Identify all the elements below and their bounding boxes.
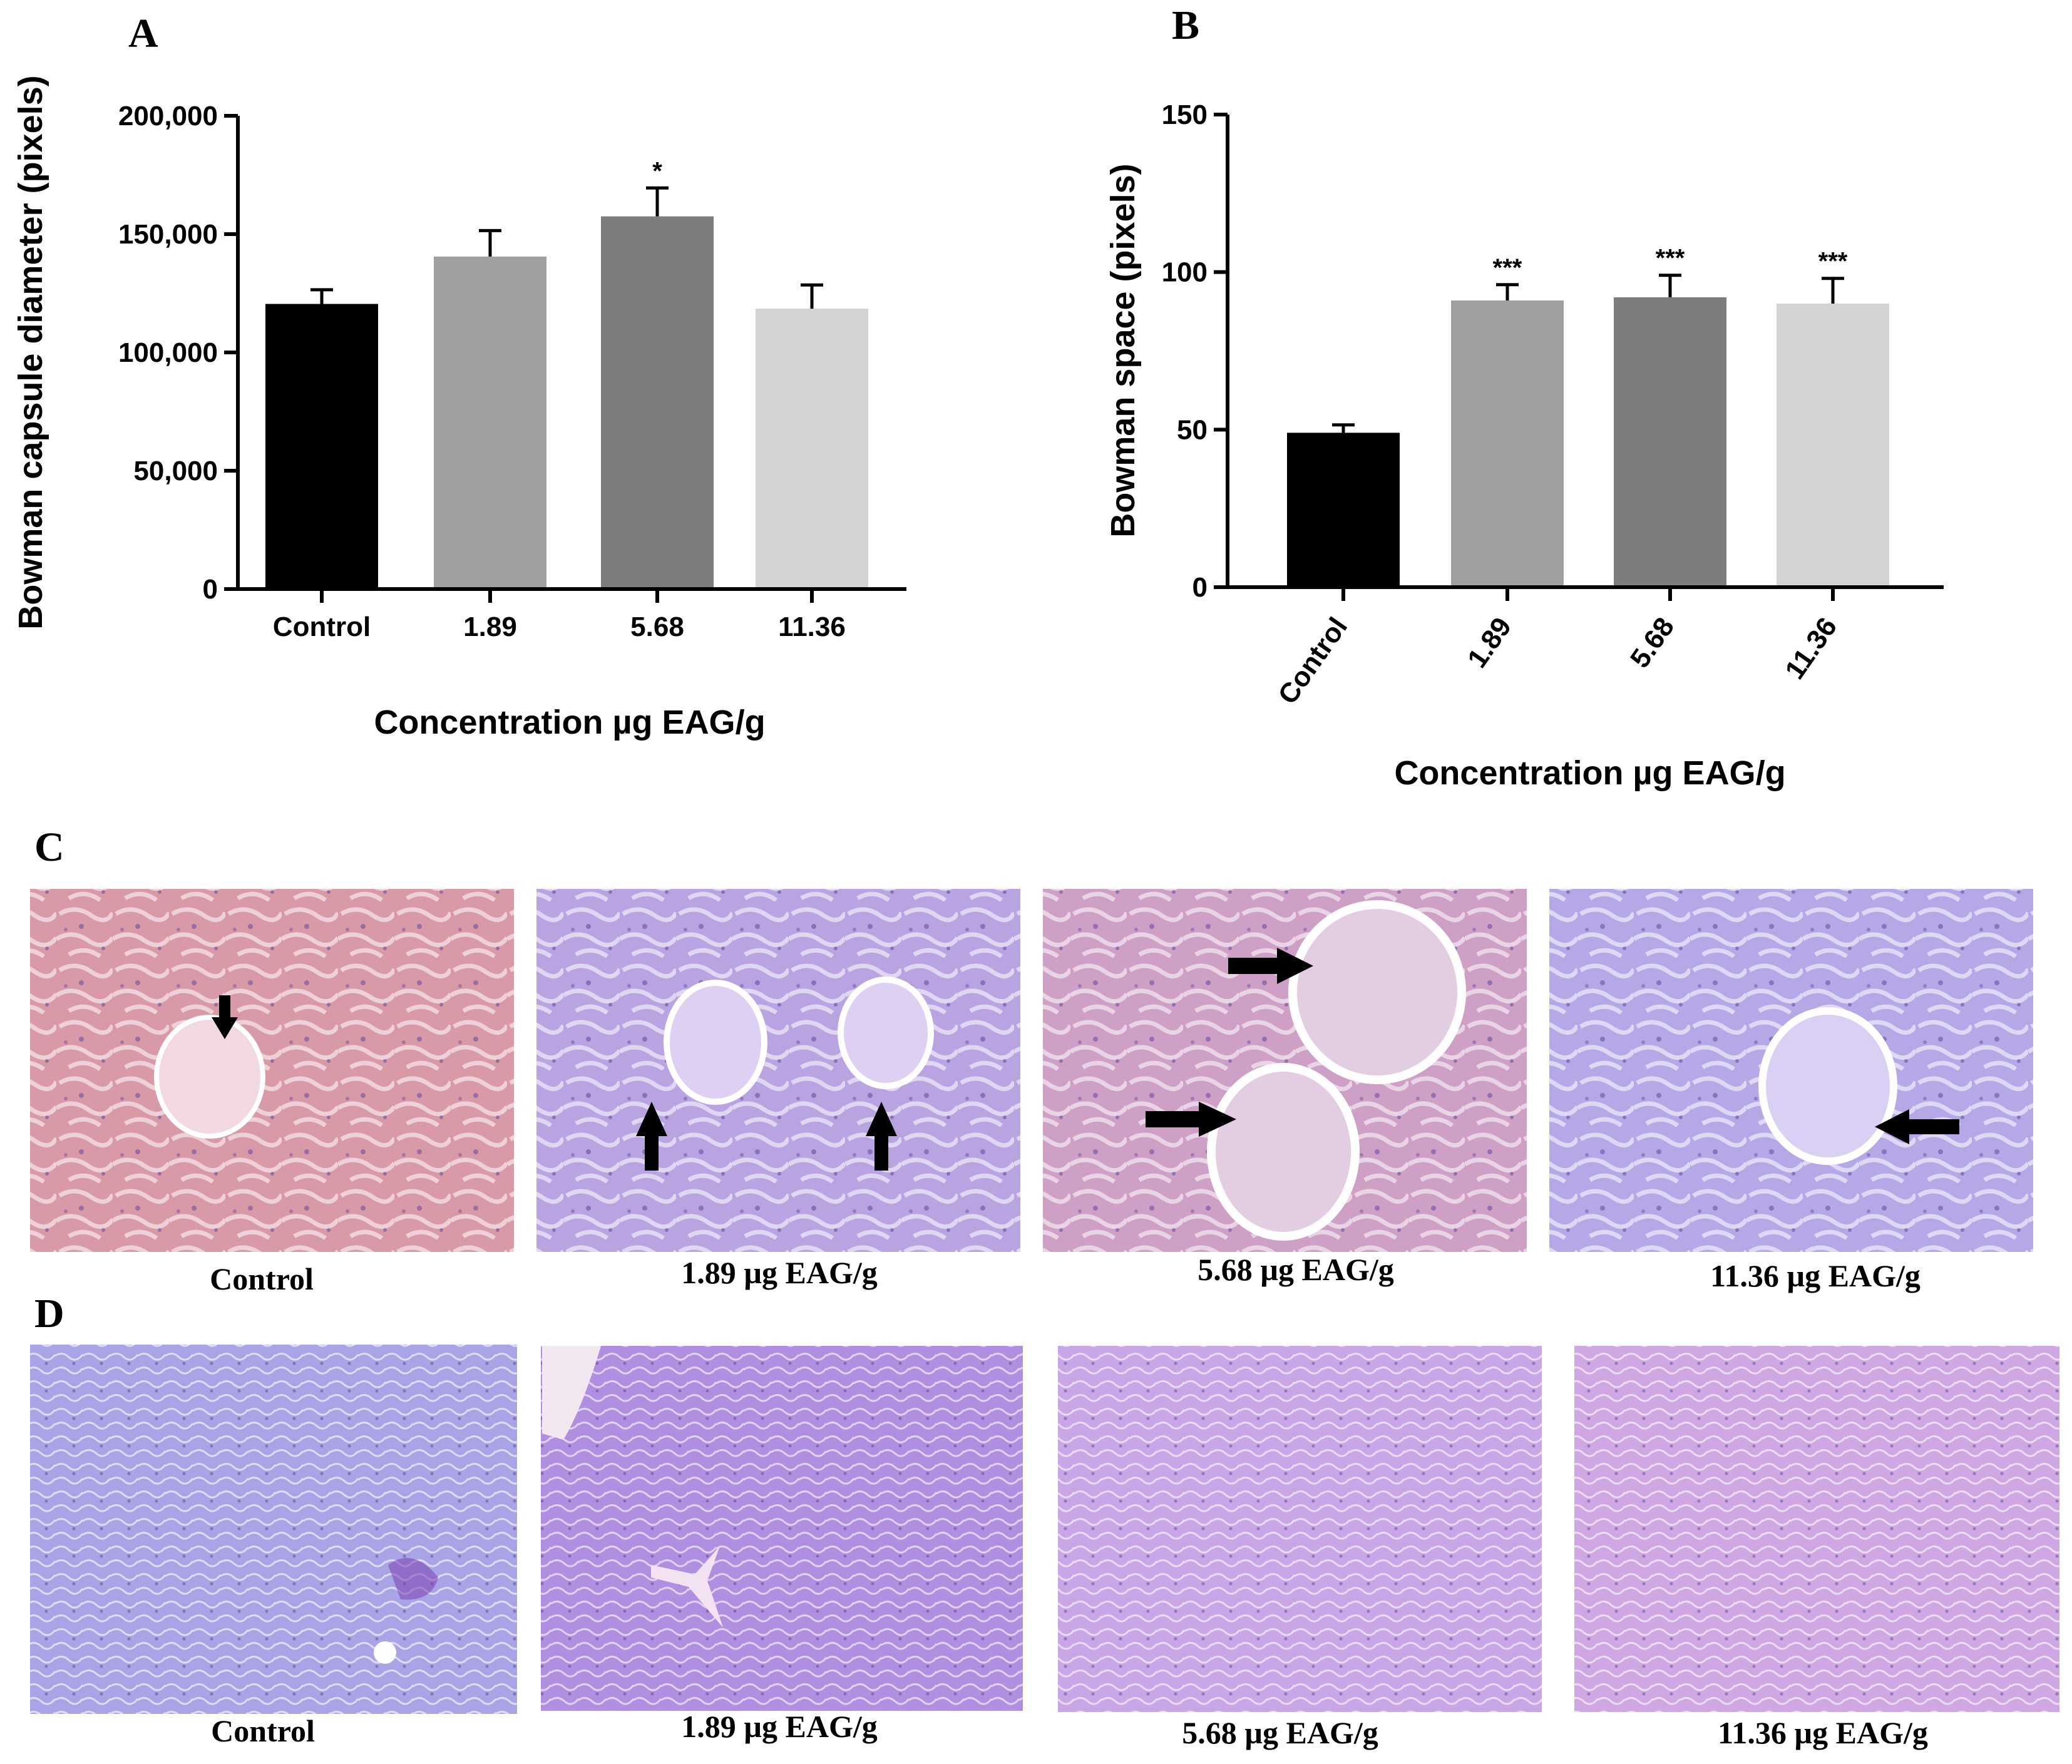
x-tick-label-1: Control bbox=[1272, 612, 1353, 710]
error-bar-1 bbox=[1332, 423, 1355, 433]
y-tick-label-1: 0 bbox=[1192, 572, 1208, 603]
chart-a-x-axis-title: Concentration µg EAG/g bbox=[374, 704, 765, 741]
micrograph-d-1-89-texture bbox=[541, 1346, 1023, 1711]
error-bar-3 bbox=[1659, 274, 1681, 297]
x-tick-label-2: 1.89 bbox=[463, 612, 517, 642]
y-tick-label-3: 100,000 bbox=[118, 337, 218, 368]
arrow-icon bbox=[1228, 948, 1313, 984]
glomerulus-c-1-89-left bbox=[664, 980, 767, 1105]
caption-d-1-89: 1.89 µg EAG/g bbox=[681, 1709, 878, 1744]
x-tick-label-3: 5.68 bbox=[630, 612, 684, 642]
vessel-d-control bbox=[388, 1557, 438, 1600]
panel-label-a: A bbox=[128, 11, 158, 56]
chart-a-significance: * bbox=[652, 157, 662, 185]
glomerulus-c-5-68-bottom bbox=[1207, 1063, 1360, 1241]
significance-marker-4: *** bbox=[1818, 248, 1848, 275]
bar-3 bbox=[601, 216, 714, 589]
caption-d-control: Control bbox=[211, 1713, 315, 1748]
glomerulus-c-control bbox=[154, 1015, 265, 1139]
lumen-d-control bbox=[374, 1641, 396, 1664]
caption-d-11-36: 11.36 µg EAG/g bbox=[1718, 1715, 1928, 1750]
caption-c-11-36: 11.36 µg EAG/g bbox=[1710, 1258, 1921, 1293]
micrograph-d-5-68-texture bbox=[1058, 1346, 1542, 1712]
error-bar-3 bbox=[646, 186, 669, 217]
arrow-icon bbox=[1146, 1102, 1236, 1137]
glomerulus-c-5-68-top bbox=[1288, 900, 1466, 1084]
caption-d-5-68: 5.68 µg EAG/g bbox=[1182, 1715, 1378, 1750]
chart-a-bars bbox=[265, 216, 868, 589]
glomerulus-c-11-36 bbox=[1758, 1007, 1897, 1165]
micrograph-d-11-36-texture bbox=[1574, 1346, 2059, 1712]
chart-b-x-axis-title: Concentration µg EAG/g bbox=[1394, 754, 1785, 792]
lumen-d-1-89 bbox=[542, 1346, 601, 1440]
error-bar-2 bbox=[479, 228, 501, 257]
bar-1 bbox=[1287, 433, 1400, 587]
micrograph-c-11-36 bbox=[1549, 889, 2033, 1252]
bar-4 bbox=[756, 309, 868, 589]
micrograph-c-control bbox=[30, 889, 514, 1252]
chart-a-y-axis-title: Bowman capsule diameter (pixels) bbox=[12, 75, 49, 629]
arrow-icon bbox=[636, 1102, 667, 1171]
error-bar-4 bbox=[801, 283, 823, 309]
y-tick-label-4: 150,000 bbox=[118, 219, 218, 250]
panel-label-d: D bbox=[34, 1291, 64, 1336]
micrograph-c-1-89-texture bbox=[536, 889, 1020, 1252]
bar-4 bbox=[1777, 304, 1889, 587]
y-tick-label-5: 200,000 bbox=[118, 101, 218, 131]
caption-c-control: Control bbox=[210, 1261, 314, 1296]
chart-b-significance: *** *** *** bbox=[1493, 245, 1848, 282]
glomerulus-c-1-89-right bbox=[838, 977, 934, 1089]
bar-2 bbox=[434, 256, 546, 589]
vessel-d-1-89 bbox=[651, 1546, 723, 1628]
y-tick-label-3: 100 bbox=[1162, 257, 1208, 288]
micrograph-d-1-89 bbox=[541, 1346, 1023, 1711]
arrow-icon bbox=[212, 995, 238, 1039]
x-tick-label-1: Control bbox=[273, 612, 371, 642]
error-bar-2 bbox=[1496, 283, 1519, 300]
chart-b-y-ticks: 0 50 100 150 bbox=[1162, 100, 1228, 603]
panel-label-c: C bbox=[34, 824, 64, 870]
chart-b-bars bbox=[1287, 297, 1889, 587]
x-tick-label-4: 11.36 bbox=[778, 612, 846, 642]
chart-b-x-ticks: Control 1.89 5.68 11.36 bbox=[1272, 587, 1843, 710]
micrograph-c-control-texture bbox=[30, 889, 514, 1252]
y-tick-label-4: 150 bbox=[1162, 100, 1208, 130]
chart-a: 0 50,000 100,000 150,000 200,000 Control 1.89… bbox=[12, 75, 906, 741]
micrograph-row-d bbox=[30, 1345, 2059, 1714]
y-tick-label-2: 50,000 bbox=[133, 456, 218, 486]
micrograph-row-c bbox=[30, 889, 2033, 1252]
arrow-icon bbox=[1875, 1109, 1959, 1144]
micrograph-c-5-68 bbox=[1043, 889, 1527, 1252]
micrograph-d-11-36 bbox=[1574, 1346, 2059, 1712]
bar-2 bbox=[1451, 300, 1564, 587]
arrow-icon bbox=[866, 1102, 897, 1171]
significance-marker-3: * bbox=[652, 157, 662, 185]
micrograph-d-5-68 bbox=[1058, 1346, 1542, 1712]
micrograph-c-1-89 bbox=[536, 889, 1020, 1252]
error-bar-1 bbox=[310, 288, 333, 304]
chart-a-y-ticks: 0 50,000 100,000 150,000 200,000 bbox=[118, 101, 238, 605]
chart-b-error-bars bbox=[1332, 274, 1844, 433]
x-tick-label-2: 1.89 bbox=[1462, 612, 1517, 674]
significance-marker-3: *** bbox=[1656, 245, 1685, 272]
chart-b-y-axis-title: Bowman space (pixels) bbox=[1104, 163, 1142, 537]
bar-1 bbox=[265, 304, 378, 589]
bar-3 bbox=[1614, 297, 1726, 587]
micrograph-d-control bbox=[30, 1345, 517, 1714]
error-bar-4 bbox=[1822, 277, 1844, 304]
x-tick-label-4: 11.36 bbox=[1779, 612, 1843, 685]
chart-a-error-bars bbox=[310, 186, 823, 309]
chart-a-x-ticks: Control 1.89 5.68 11.36 bbox=[273, 589, 846, 642]
y-tick-label-2: 50 bbox=[1177, 414, 1208, 445]
micrograph-d-control-texture bbox=[30, 1345, 517, 1714]
caption-c-5-68: 5.68 µg EAG/g bbox=[1198, 1252, 1394, 1287]
x-tick-label-3: 5.68 bbox=[1624, 612, 1680, 674]
significance-marker-2: *** bbox=[1493, 254, 1522, 282]
y-tick-label-1: 0 bbox=[203, 574, 218, 605]
panel-label-b: B bbox=[1172, 3, 1199, 48]
caption-c-1-89: 1.89 µg EAG/g bbox=[681, 1255, 878, 1290]
